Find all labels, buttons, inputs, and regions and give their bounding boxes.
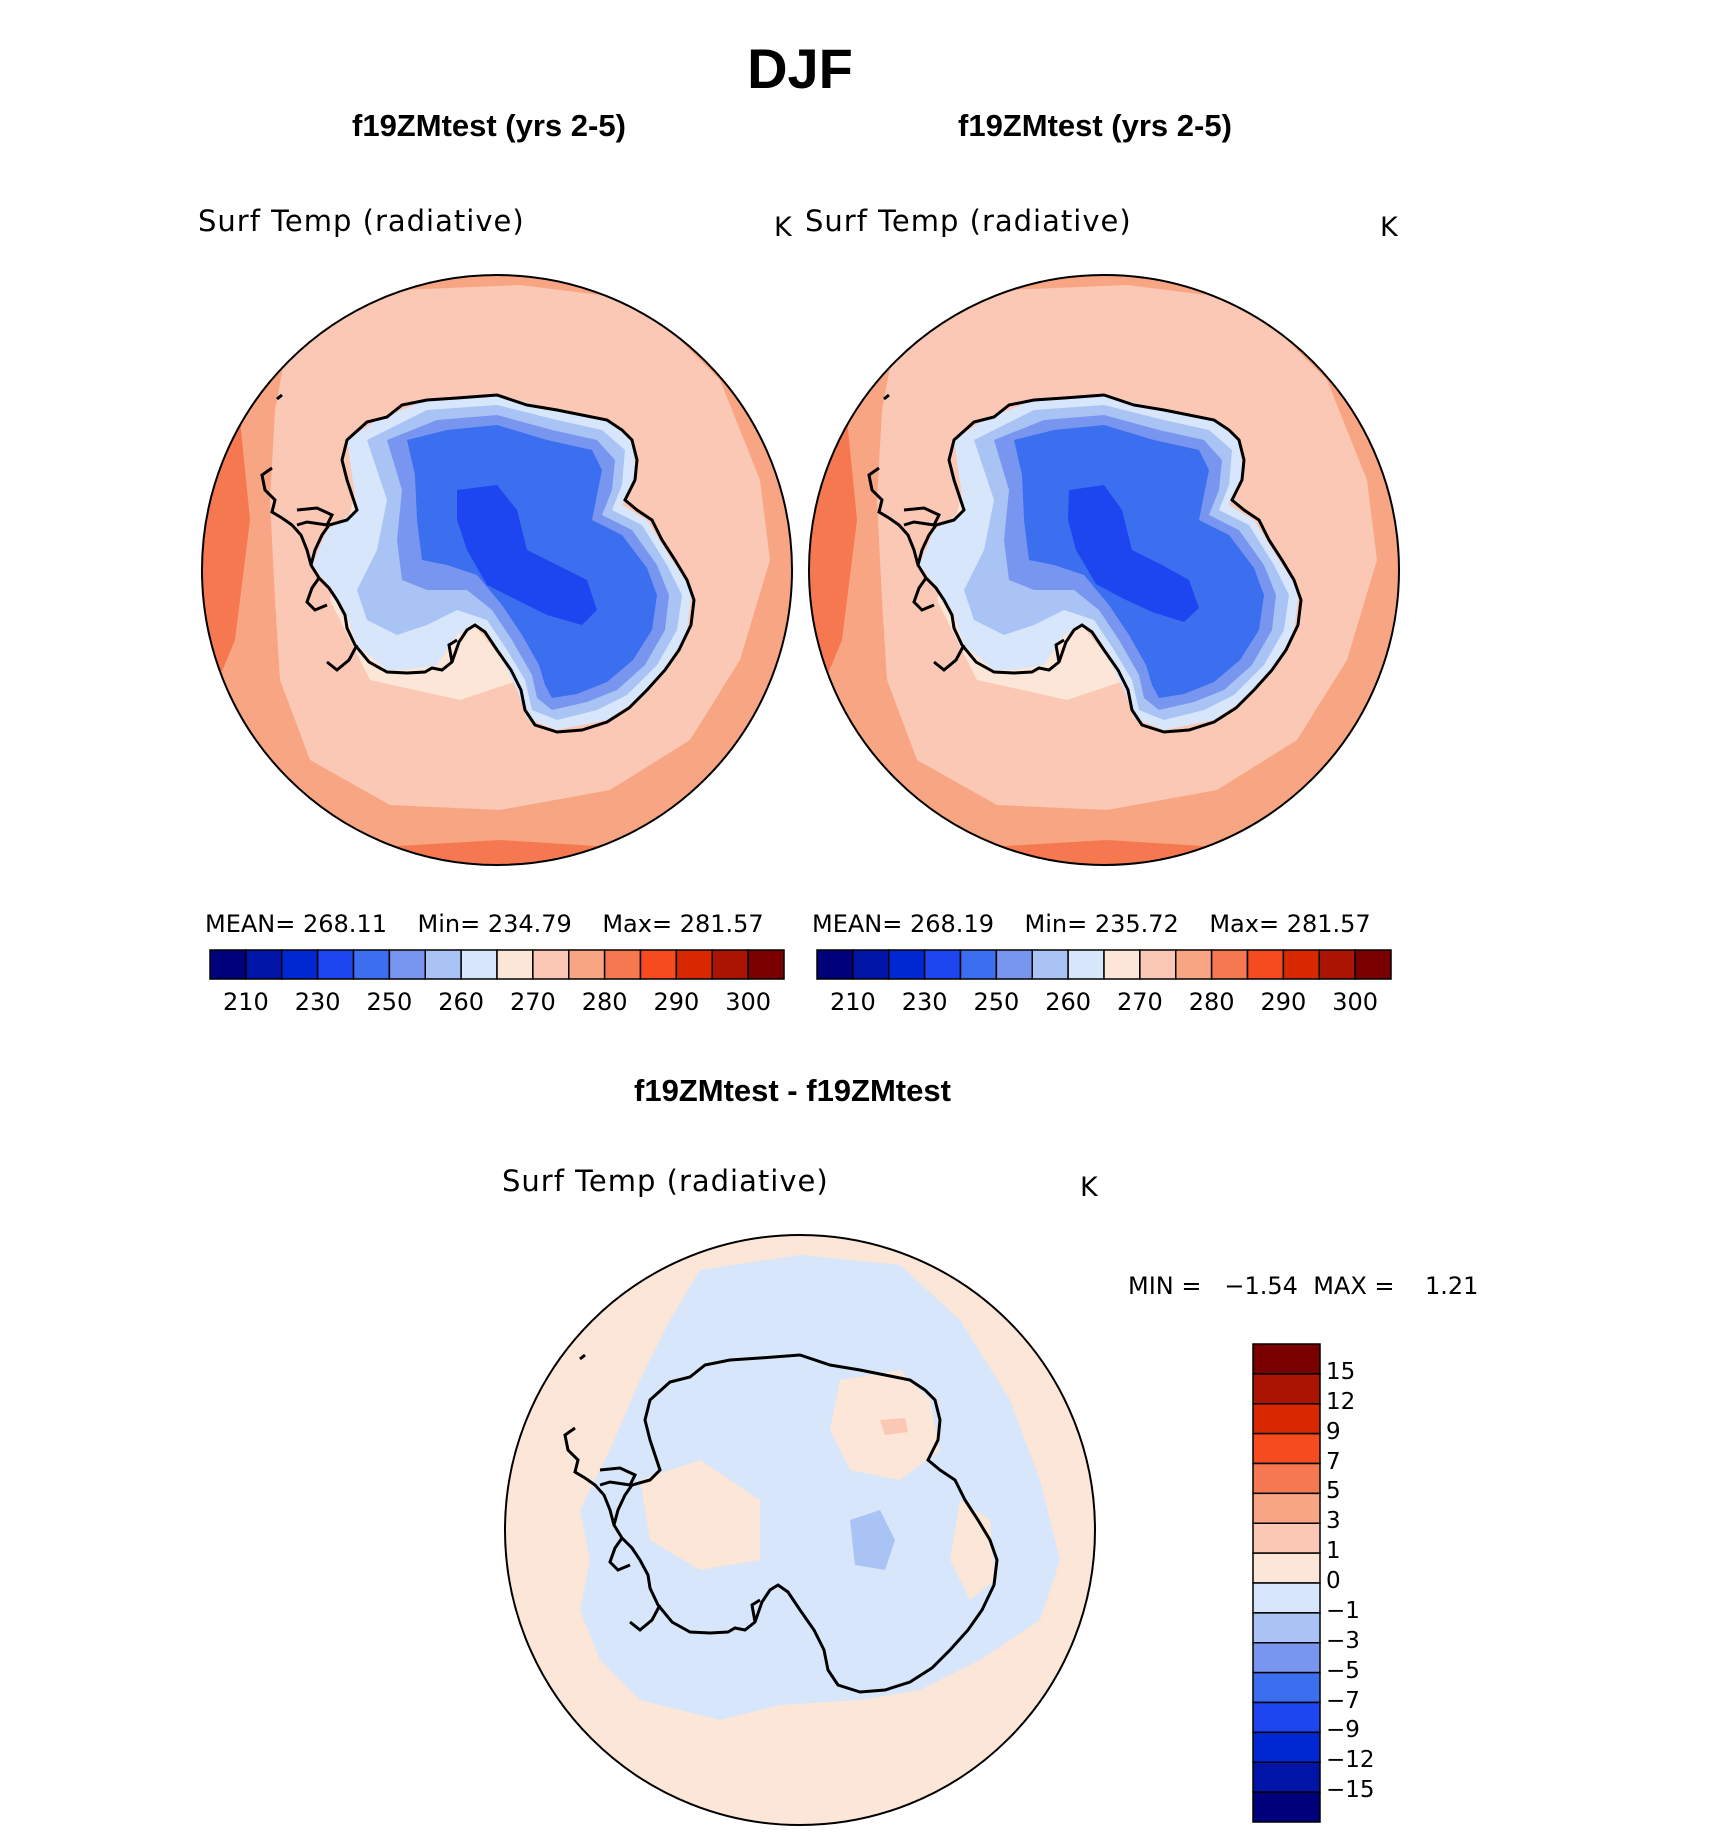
panel-1-units: K — [774, 212, 792, 243]
colorbar-swatch — [1252, 1492, 1321, 1524]
colorbar-swatch — [747, 949, 785, 980]
colorbar-tick-label: 250 — [366, 988, 413, 1016]
colorbar-swatch — [388, 949, 426, 980]
colorbar-swatch — [1210, 949, 1249, 980]
colorbar-tick-label: 1 — [1326, 1538, 1341, 1565]
diff-minmax: MIN = −1.54 MAX = 1.21 — [1128, 1272, 1479, 1300]
panel-1-map — [202, 275, 792, 865]
colorbar-swatch — [532, 949, 570, 980]
colorbar-swatch — [1252, 1582, 1321, 1614]
colorbar-tick-label: 210 — [829, 988, 876, 1016]
colorbar-tick-label: 250 — [973, 988, 1020, 1016]
colorbar-swatch — [316, 949, 355, 980]
colorbar-swatch — [852, 949, 890, 980]
diff-variable: Surf Temp (radiative) — [502, 1164, 829, 1198]
colorbar-tick-label: −3 — [1326, 1627, 1360, 1654]
panel-2-variable: Surf Temp (radiative) — [805, 204, 1132, 238]
colorbar-tick-label: 260 — [1045, 988, 1092, 1016]
colorbar-tick-label: −1 — [1326, 1597, 1360, 1624]
colorbar-tick-label: 270 — [1116, 988, 1163, 1016]
colorbar-swatch — [1252, 1552, 1321, 1584]
colorbar-tick-label: 15 — [1326, 1358, 1356, 1385]
colorbar-tick-label: 7 — [1326, 1448, 1341, 1475]
colorbar-swatch — [959, 949, 998, 980]
colorbar-tick-label: −9 — [1326, 1717, 1360, 1744]
colorbar-swatch — [496, 949, 534, 980]
figure-title: DJF — [747, 37, 853, 100]
colorbar-swatch — [639, 949, 678, 980]
diff-units: K — [1080, 1172, 1098, 1203]
colorbar-swatch — [352, 949, 391, 980]
colorbar-swatch — [424, 949, 462, 980]
colorbar-swatch — [603, 949, 642, 980]
panel-2-stats: MEAN= 268.19 Min= 235.72 Max= 281.57 — [812, 910, 1371, 938]
colorbar-tick-label: 290 — [1260, 988, 1307, 1016]
colorbar-tick-label: 300 — [725, 988, 772, 1016]
colorbar-swatch — [816, 949, 854, 980]
colorbar-panel-1 — [209, 949, 785, 980]
colorbar-swatch — [1252, 1343, 1321, 1375]
colorbar-swatch — [1031, 949, 1069, 980]
colorbar-tick-label: −12 — [1326, 1747, 1375, 1774]
colorbar-swatch — [1067, 949, 1105, 980]
panel-1-title: f19ZMtest (yrs 2-5) — [352, 108, 626, 143]
colorbar-swatch — [1252, 1761, 1321, 1793]
colorbar-tick-label: 230 — [901, 988, 948, 1016]
colorbar-tick-label: 5 — [1326, 1478, 1341, 1505]
colorbar-tick-label: −5 — [1326, 1657, 1360, 1684]
colorbar-swatch — [675, 949, 713, 980]
colorbar-swatch — [1252, 1642, 1321, 1674]
colorbar-tick-label: 300 — [1332, 988, 1379, 1016]
panel-1-stats: MEAN= 268.11 Min= 234.79 Max= 281.57 — [205, 910, 764, 938]
colorbar-swatch — [245, 949, 283, 980]
colorbar-diff — [1252, 1343, 1321, 1823]
colorbar-swatch — [568, 949, 606, 980]
panel-2-units: K — [1380, 212, 1398, 243]
colorbar-swatch — [281, 949, 319, 980]
colorbar-swatch — [1318, 949, 1356, 980]
colorbar-swatch — [460, 949, 498, 980]
colorbar-swatch — [1252, 1403, 1321, 1435]
colorbar-tick-label: 270 — [509, 988, 556, 1016]
colorbar-swatch — [1246, 949, 1285, 980]
colorbar-tick-label: −15 — [1326, 1777, 1375, 1804]
colorbar-swatch — [1252, 1671, 1321, 1704]
colorbar-swatch — [1252, 1522, 1321, 1554]
colorbar-swatch — [1252, 1462, 1321, 1495]
colorbar-swatch — [1354, 949, 1392, 980]
colorbar-tick-label: 12 — [1326, 1388, 1356, 1415]
colorbar-tick-label: 280 — [1188, 988, 1235, 1016]
colorbar-tick-label: 230 — [294, 988, 341, 1016]
diff-title: f19ZMtest - f19ZMtest — [634, 1073, 951, 1108]
colorbar-swatch — [1252, 1701, 1321, 1734]
colorbar-swatch — [711, 949, 749, 980]
colorbar-tick-label: 0 — [1326, 1568, 1341, 1594]
colorbar-swatch — [1252, 1791, 1321, 1823]
diff-map — [505, 1235, 1095, 1825]
colorbar-tick-label: 9 — [1326, 1418, 1341, 1445]
colorbar-swatch — [1103, 949, 1141, 980]
colorbar-swatch — [1252, 1731, 1321, 1763]
colorbar-tick-label: 260 — [438, 988, 485, 1016]
colorbar-tick-label: −7 — [1326, 1687, 1360, 1714]
colorbar-swatch — [1139, 949, 1177, 980]
colorbar-swatch — [1252, 1432, 1321, 1465]
colorbar-swatch — [923, 949, 962, 980]
colorbar-tick-label: 280 — [581, 988, 628, 1016]
colorbar-swatch — [1282, 949, 1320, 980]
colorbar-tick-label: 210 — [222, 988, 269, 1016]
colorbar-swatch — [995, 949, 1033, 980]
colorbar-tick-label: 3 — [1326, 1508, 1341, 1535]
panel-2-title: f19ZMtest (yrs 2-5) — [958, 108, 1232, 143]
panel-1-variable: Surf Temp (radiative) — [198, 204, 525, 238]
colorbar-swatch — [209, 949, 247, 980]
colorbar-swatch — [1252, 1373, 1321, 1405]
colorbar-swatch — [1175, 949, 1213, 980]
colorbar-tick-label: 290 — [653, 988, 700, 1016]
colorbar-swatch — [1252, 1612, 1321, 1644]
colorbar-swatch — [888, 949, 926, 980]
colorbar-panel-2 — [816, 949, 1392, 980]
